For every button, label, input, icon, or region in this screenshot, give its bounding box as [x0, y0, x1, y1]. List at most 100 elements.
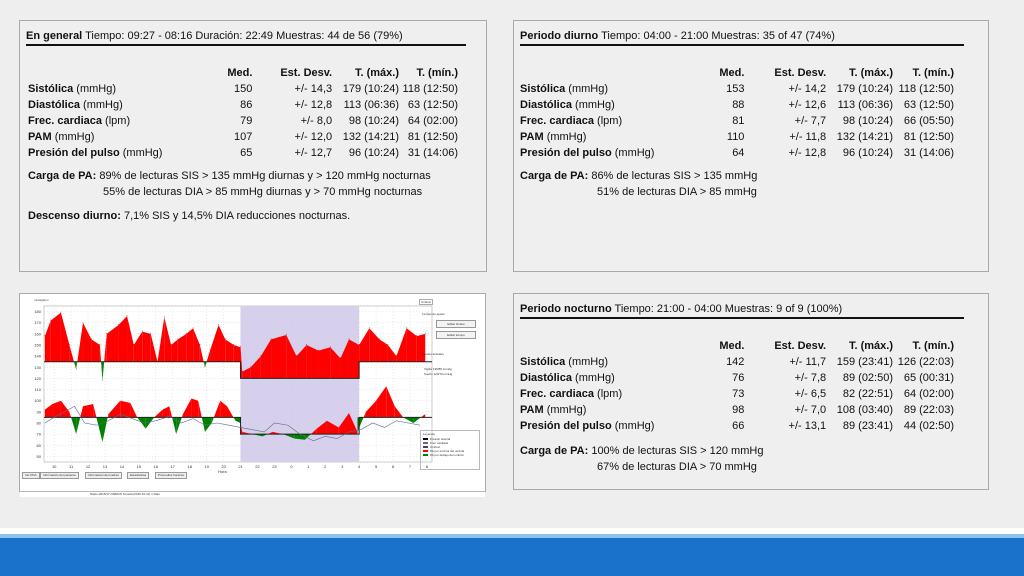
stat-sd: +/- 12,0: [294, 131, 333, 143]
vigilia-limit: Vigilia 135/85 mmHg: [424, 367, 452, 371]
legend-swatch: [423, 446, 428, 449]
diastolic-area: [60, 400, 70, 418]
overall-stats-table: Med. Est. Desv. T. (máx.) T. (mín.) Sist…: [28, 65, 458, 161]
stat-max: 96 (10:24): [348, 147, 400, 159]
chart-tab-umbral[interactable]: Umbral: [419, 299, 433, 305]
systolic-area: [177, 333, 187, 362]
day-title: Periodo diurno: [520, 30, 599, 42]
col-header-max: T. (máx.): [355, 67, 400, 79]
night-period-panel: Periodo nocturno Tiempo: 21:00 - 04:00 M…: [513, 293, 989, 490]
systolic-area: [164, 317, 172, 362]
stat-sd: +/- 7,7: [794, 115, 827, 127]
stat-sd: +/- 12,8: [294, 99, 333, 111]
night-load-line1: Carga de PA: 100% de lecturas SIS > 120 …: [520, 445, 764, 457]
stat-min: 63 (12:50): [903, 99, 954, 111]
stat-max: 108 (03:40): [836, 404, 894, 416]
systolic-area: [233, 345, 241, 362]
x-tick-label: 13: [103, 464, 108, 469]
x-tick-label: 1: [307, 464, 310, 469]
x-tick-label: 7: [409, 464, 412, 469]
diastolic-area: [316, 420, 327, 435]
stat-max: 98 (10:24): [348, 115, 400, 127]
stat-mean: 64: [732, 147, 745, 159]
stat-max: 132 (14:21): [342, 131, 400, 143]
stat-max: 179 (10:24): [836, 83, 894, 95]
stat-mean: 110: [726, 131, 745, 143]
x-tick-label: 21: [238, 464, 243, 469]
stat-row: Sistólica (mmHg) 142 +/- 11,7 159 (23:41) 12…: [520, 354, 954, 370]
col-header-mean: Med.: [719, 340, 745, 352]
y-tick-label: 170: [34, 320, 41, 325]
stat-min: 66 (05:50): [903, 115, 954, 127]
stat-row: PAM (mmHg) 110 +/- 11,8 132 (14:21) 81 (12:5…: [520, 129, 954, 145]
night-load-line2: 67% de lecturas DIA > 70 mmHg: [597, 461, 757, 473]
diastolic-area: [176, 417, 182, 435]
diastolic-area: [82, 404, 94, 418]
diastolic-area: [44, 404, 53, 418]
diastolic-area: [69, 411, 72, 418]
systolic-area: [318, 347, 331, 379]
diastolic-area: [403, 417, 414, 423]
edit-time-button[interactable]: Editar tiempo: [436, 331, 476, 339]
systolic-area: [225, 339, 234, 362]
y-tick-label: 160: [34, 331, 41, 336]
overall-load-line2: 55% de lecturas DIA > 85 mmHg diurnas y …: [103, 186, 423, 198]
stat-row: Frec. cardiaca (lpm) 81 +/- 7,7 98 (10:24) 6…: [520, 113, 954, 129]
chart-tab[interactable]: Información del paciente: [40, 472, 79, 479]
stat-min: 63 (12:50): [407, 99, 458, 111]
stat-row: PAM (mmHg) 98 +/- 7,0 108 (03:40) 89 (22:03): [520, 402, 954, 418]
stat-row: PAM (mmHg) 107 +/- 12,0 132 (14:21) 81 (12:5…: [28, 129, 458, 145]
chart-y-unit: mmHg/lpm: [34, 298, 49, 302]
systolic-area: [118, 316, 128, 362]
chart-tab[interactable]: Información del médico: [85, 472, 123, 479]
x-tick-label: 2: [324, 464, 327, 469]
diastolic-area: [120, 400, 131, 418]
chart-legend: Leyenda Presión arterial Frec cardiaca Umb…: [420, 430, 480, 470]
chart-side-panel: Límites de ajuste Editar límites Editar …: [418, 304, 484, 474]
col-header-sd: Est. Desv.: [774, 67, 827, 79]
bp-chart-window: 180 170 160 150 140 130 120 110 100 90 80 70 60 50 10 1…: [19, 293, 486, 497]
stat-mean: 79: [240, 115, 253, 127]
diastolic-area: [182, 398, 192, 418]
x-tick-label: 20: [221, 464, 226, 469]
systolic-area: [379, 339, 388, 362]
stat-row: Diastólica (mmHg) 88 +/- 12,6 113 (06:36) 63…: [520, 97, 954, 113]
systolic-area: [101, 361, 103, 381]
stat-sd: +/- 12,6: [788, 99, 827, 111]
x-tick-label: 19: [204, 464, 209, 469]
y-tick-label: 130: [34, 365, 41, 370]
systolic-threshold-line: [44, 361, 432, 379]
systolic-area: [127, 316, 134, 362]
diastolic-area: [102, 417, 108, 442]
diastolic-area: [162, 406, 170, 418]
systolic-area: [218, 324, 226, 362]
legend-item: Presión arterial: [423, 437, 450, 441]
diastolic-area: [71, 417, 77, 435]
systolic-area: [296, 345, 307, 379]
diastolic-area: [52, 400, 61, 418]
stat-mean: 88: [732, 99, 745, 111]
stat-label: Sistólica (mmHg): [520, 83, 609, 95]
chart-tab[interactable]: Promedios horarios: [155, 472, 188, 479]
day-header: Periodo diurno Tiempo: 04:00 - 21:00 Mue…: [520, 30, 964, 46]
stat-sd: +/- 13,1: [788, 420, 827, 432]
stat-label: PAM (mmHg): [520, 131, 587, 143]
y-tick-label: 70: [37, 432, 42, 437]
x-tick-label: 18: [187, 464, 192, 469]
stat-min: 64 (02:00): [903, 388, 954, 400]
limits-label: Límites de ajuste: [422, 312, 445, 316]
edit-limits-button[interactable]: Editar límites: [436, 320, 476, 328]
systolic-area: [44, 320, 51, 362]
stat-sd: +/- 7,0: [794, 404, 827, 416]
chart-tab[interactable]: Estadísticas: [127, 472, 150, 479]
stat-row: Presión del pulso (mmHg) 65 +/- 12,7 96 (10…: [28, 145, 458, 161]
stat-max: 89 (02:50): [842, 372, 894, 384]
col-header-sd: Est. Desv.: [774, 340, 827, 352]
overall-stats-panel: En general Tiempo: 09:27 - 08:16 Duració…: [19, 20, 487, 272]
stat-min: 31 (14:06): [407, 147, 458, 159]
legend-swatch: [423, 454, 428, 457]
col-header-mean: Med.: [227, 67, 253, 79]
col-header-min: T. (mín.): [416, 67, 458, 79]
diastolic-area: [137, 417, 146, 429]
chart-tab[interactable]: Ver PDA: [22, 472, 40, 479]
